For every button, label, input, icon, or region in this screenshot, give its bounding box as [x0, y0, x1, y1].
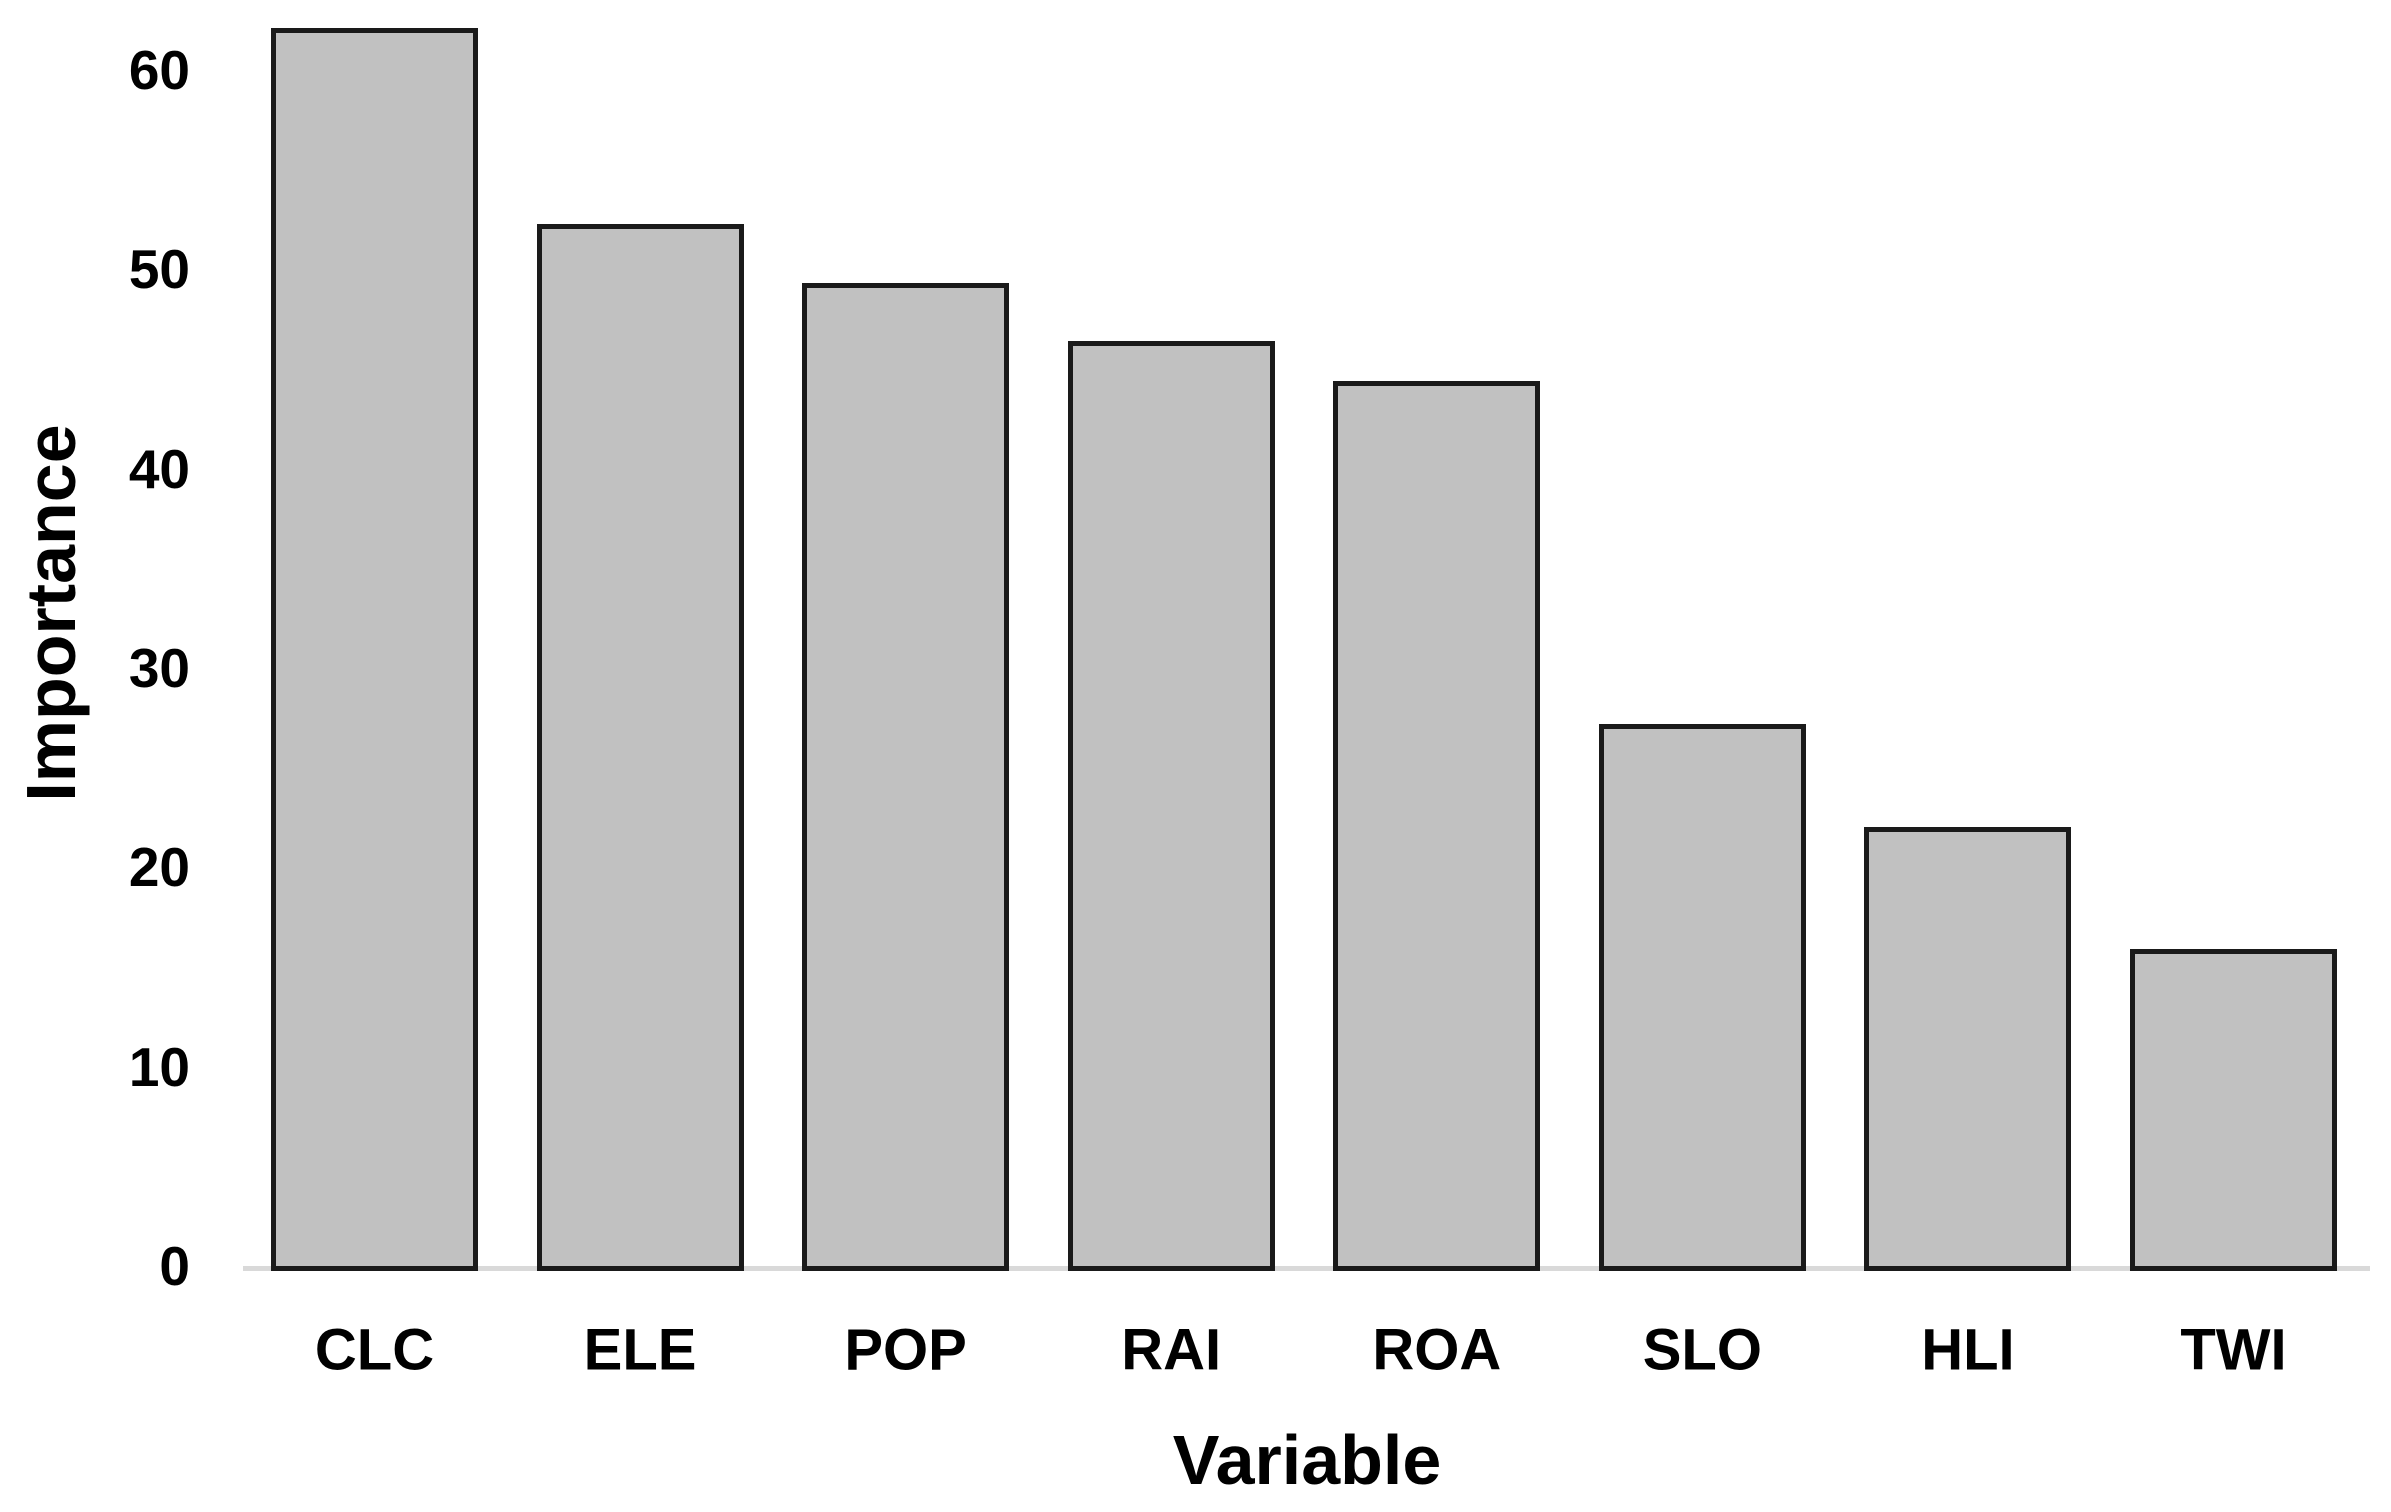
y-tick-label-10: 10 — [128, 1035, 190, 1098]
x-tick-label-CLC: CLC — [314, 1317, 435, 1383]
x-tick-label-TWI: TWI — [2180, 1317, 2287, 1383]
bar-CLC — [271, 28, 478, 1271]
bar-TWI — [2129, 949, 2337, 1271]
bar-ELE — [536, 223, 744, 1271]
x-tick-label-RAI: RAI — [1121, 1317, 1222, 1383]
x-axis-line — [243, 1266, 2370, 1271]
y-tick-label-30: 30 — [128, 637, 190, 699]
x-tick-label-ROA: ROA — [1372, 1317, 1502, 1383]
x-tick-label-SLO: SLO — [1642, 1317, 1762, 1383]
bar-SLO — [1598, 723, 1806, 1271]
y-tick-label-20: 20 — [128, 836, 190, 899]
x-axis-title: Variable — [1172, 1421, 1442, 1499]
bar-POP — [802, 283, 1010, 1271]
bar-HLI — [1864, 827, 2072, 1271]
y-tick-label-40: 40 — [128, 437, 190, 500]
y-tick-label-0: 0 — [159, 1235, 190, 1297]
y-tick-label-60: 60 — [128, 39, 190, 102]
y-tick-label-50: 50 — [128, 238, 190, 301]
bar-ROA — [1333, 380, 1541, 1271]
bar-RAI — [1067, 341, 1275, 1271]
x-tick-label-HLI: HLI — [1921, 1317, 2015, 1383]
x-tick-label-ELE: ELE — [583, 1317, 697, 1383]
x-tick-label-POP: POP — [844, 1317, 967, 1383]
